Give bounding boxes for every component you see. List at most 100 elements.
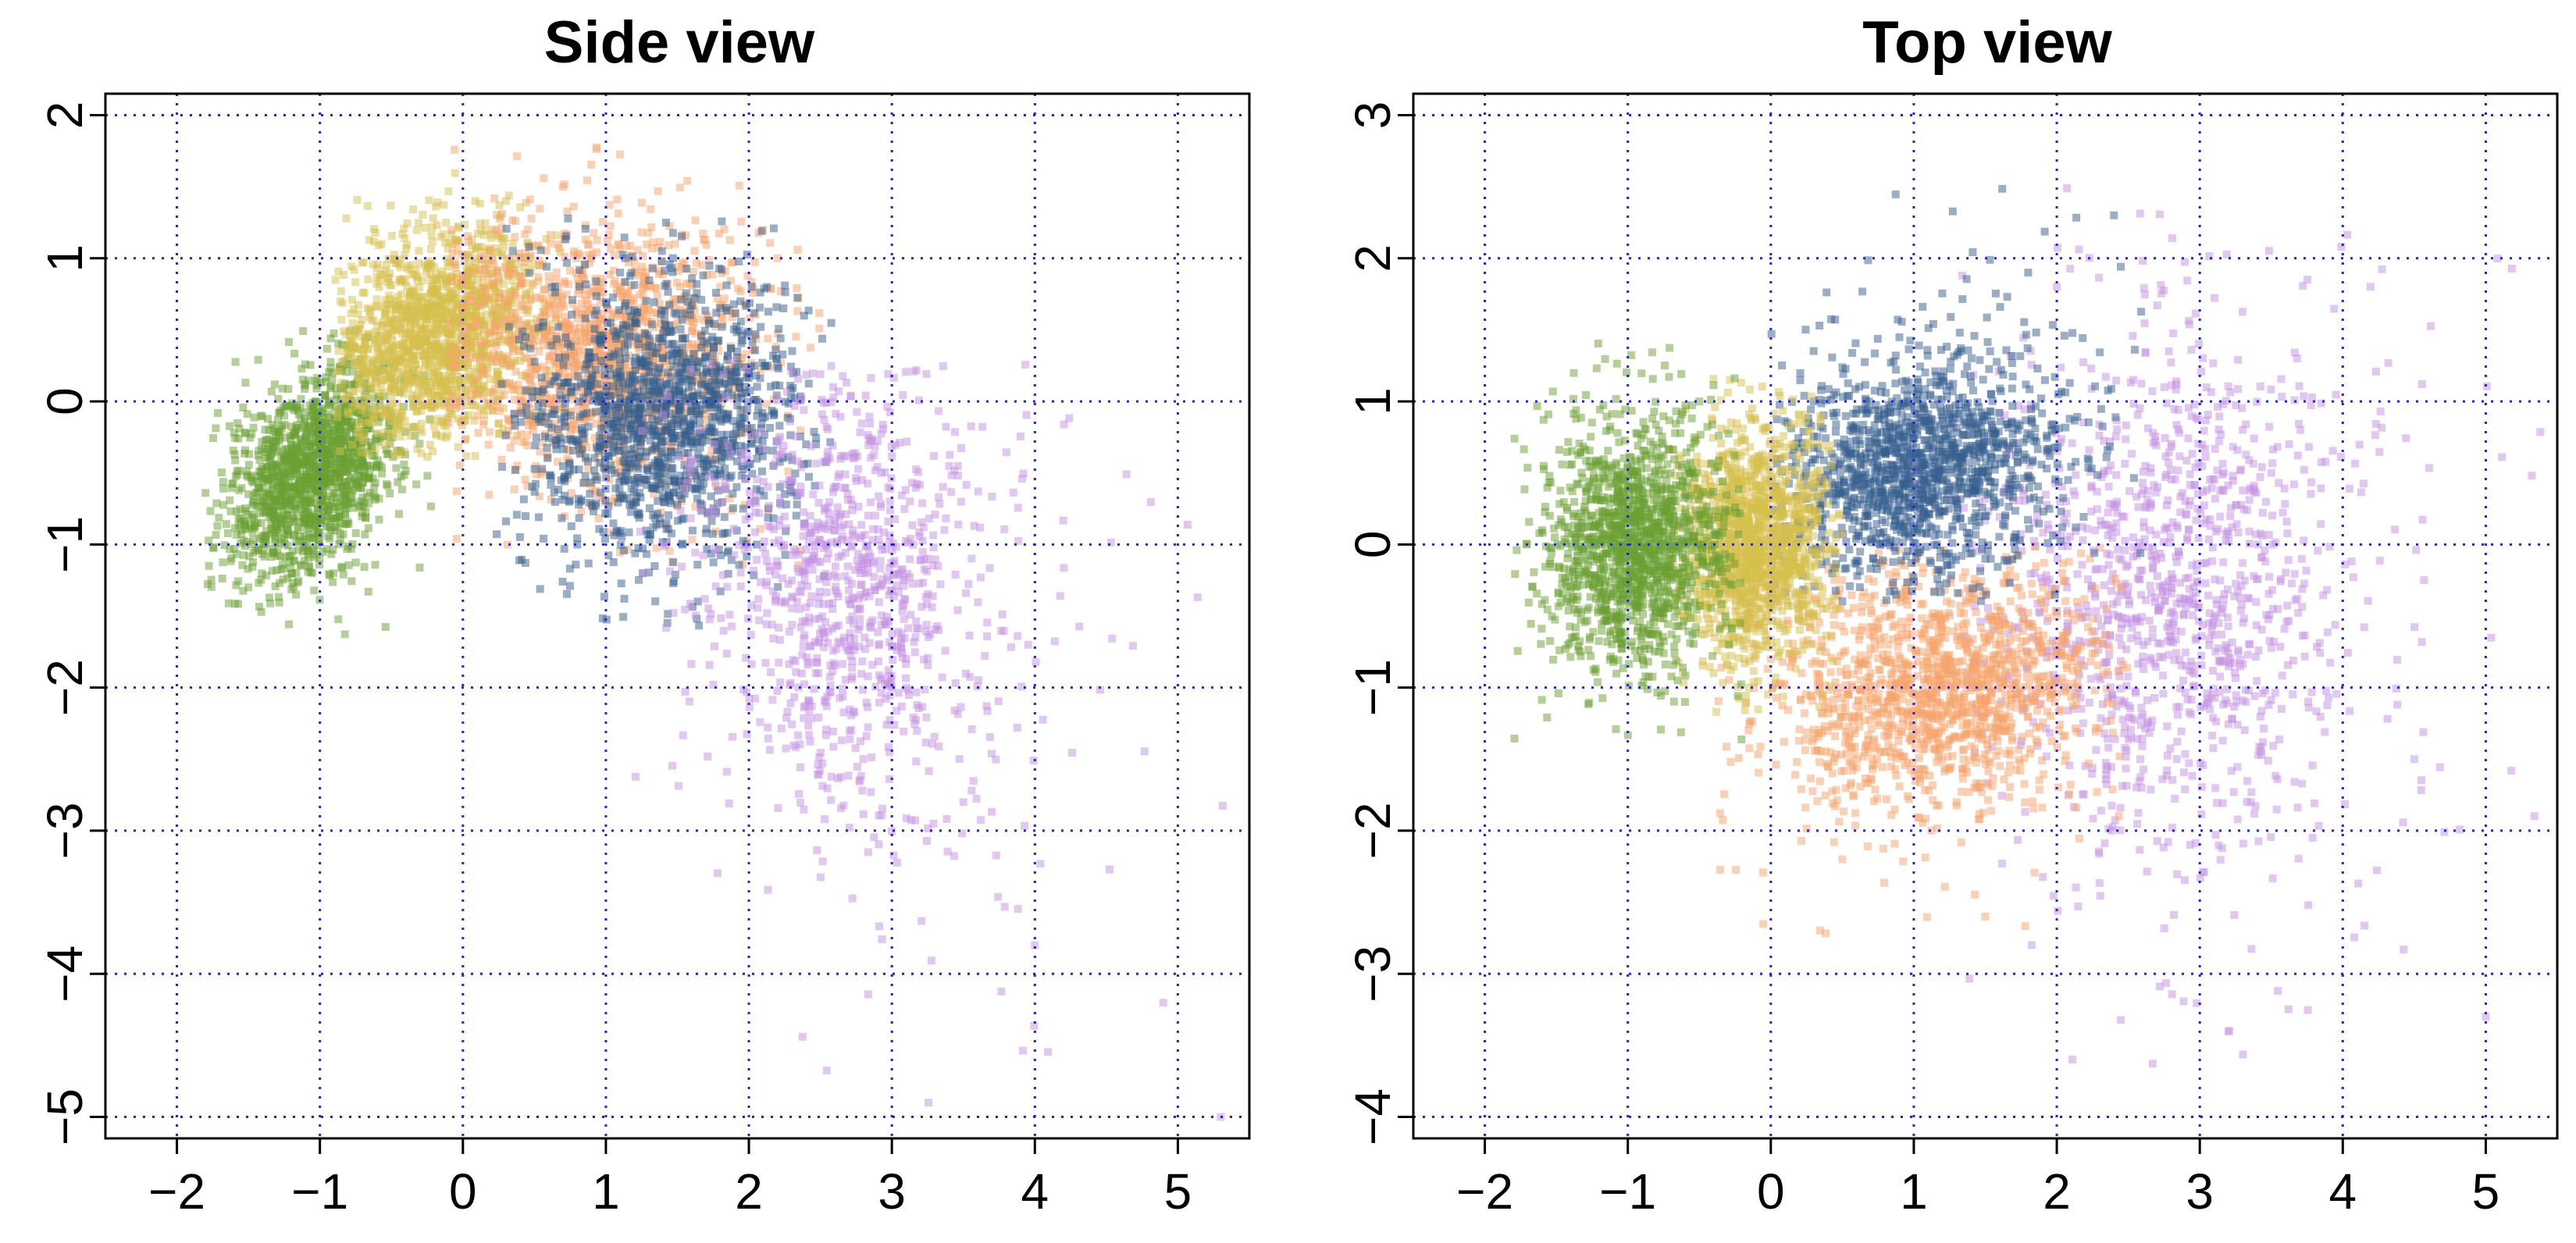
- data-point: [697, 473, 706, 482]
- data-point: [389, 315, 397, 323]
- data-point: [444, 418, 453, 427]
- data-point: [594, 515, 603, 522]
- data-point: [427, 397, 436, 406]
- data-point: [796, 546, 804, 554]
- data-point: [267, 530, 276, 539]
- data-point: [250, 515, 258, 523]
- data-point: [379, 320, 388, 329]
- data-point: [539, 341, 547, 350]
- data-point: [344, 343, 352, 351]
- data-point: [597, 326, 606, 335]
- data-point: [779, 351, 787, 358]
- data-point: [662, 483, 671, 491]
- data-point: [569, 447, 578, 455]
- data-point: [336, 447, 344, 455]
- data-point: [466, 354, 475, 362]
- data-point: [395, 362, 404, 370]
- data-point: [416, 346, 425, 354]
- data-point: [538, 465, 547, 473]
- data-point: [725, 494, 734, 503]
- data-point: [592, 317, 600, 326]
- data-point: [288, 579, 297, 587]
- data-point: [318, 450, 326, 458]
- data-point: [693, 315, 702, 323]
- data-point: [536, 447, 544, 456]
- data-point: [292, 465, 300, 473]
- data-point: [209, 434, 217, 442]
- data-point: [300, 518, 308, 527]
- data-point: [470, 416, 479, 425]
- data-point: [426, 394, 435, 402]
- data-point: [451, 323, 460, 332]
- data-point: [684, 449, 693, 458]
- data-point: [406, 358, 415, 366]
- data-point: [514, 380, 522, 389]
- data-point: [372, 462, 381, 471]
- data-point: [346, 393, 354, 401]
- data-point: [428, 223, 436, 231]
- data-point: [479, 417, 488, 426]
- data-point: [354, 301, 362, 309]
- data-point: [245, 524, 254, 532]
- data-point: [344, 468, 352, 476]
- data-point: [310, 402, 318, 411]
- data-point: [592, 359, 600, 368]
- data-point: [342, 214, 351, 223]
- data-point: [341, 509, 350, 518]
- data-point: [207, 582, 216, 591]
- data-point: [374, 437, 383, 446]
- data-point: [691, 216, 700, 225]
- data-point: [671, 240, 679, 248]
- data-point: [606, 244, 615, 253]
- data-point: [500, 391, 508, 399]
- data-point: [400, 306, 408, 315]
- data-point: [284, 385, 293, 394]
- data-point: [253, 502, 261, 511]
- data-point: [226, 496, 234, 504]
- data-point: [781, 550, 789, 559]
- data-point: [401, 277, 409, 286]
- data-point: [304, 474, 312, 483]
- data-point: [726, 360, 735, 369]
- data-point: [358, 478, 367, 486]
- data-point: [272, 516, 280, 525]
- chart-title-side-view: Side view: [544, 9, 815, 76]
- data-point: [305, 561, 313, 570]
- data-point: [314, 411, 322, 420]
- data-point: [229, 479, 237, 488]
- data-point: [400, 460, 408, 468]
- data-point: [265, 426, 273, 434]
- data-point: [604, 453, 613, 461]
- data-point: [376, 407, 384, 415]
- data-point: [333, 391, 341, 400]
- data-point: [635, 346, 643, 354]
- data-point: [594, 447, 603, 455]
- data-point: [805, 472, 813, 481]
- data-point: [638, 262, 647, 271]
- data-point: [616, 287, 625, 295]
- data-point: [654, 497, 662, 505]
- data-point: [695, 622, 704, 630]
- data-point: [584, 251, 593, 259]
- data-point: [793, 284, 801, 293]
- data-point: [518, 327, 527, 336]
- data-point: [254, 546, 262, 554]
- data-point: [782, 500, 790, 509]
- data-point: [290, 517, 298, 525]
- data-point: [561, 253, 569, 262]
- data-point: [686, 474, 695, 483]
- data-point: [490, 319, 498, 327]
- data-point: [593, 236, 601, 244]
- data-point: [255, 456, 264, 464]
- data-point: [347, 309, 355, 318]
- data-point: [419, 370, 427, 379]
- data-point: [386, 269, 394, 278]
- data-point: [486, 375, 494, 383]
- data-point: [273, 545, 282, 554]
- data-point: [400, 224, 408, 233]
- data-point: [488, 256, 497, 265]
- data-point: [732, 353, 741, 362]
- data-point: [408, 391, 417, 400]
- data-point: [487, 273, 496, 281]
